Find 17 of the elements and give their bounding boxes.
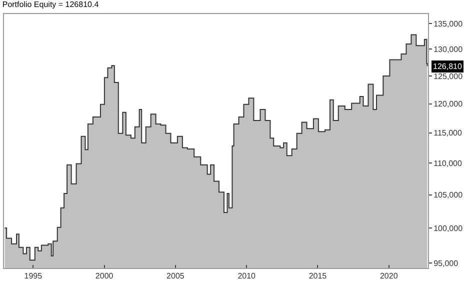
x-tick-label: 2020 [380,272,398,281]
x-tick-label: 2015 [308,272,328,281]
x-tick-label: 2010 [238,272,256,281]
y-tick-label: 120,000 [434,100,464,109]
x-tick-label: 2005 [166,272,185,281]
x-tick-label: 2000 [95,272,114,281]
y-tick-label: 130,000 [434,45,464,54]
y-tick-label: 95,000 [434,258,459,268]
y-tick-label: 115,000 [434,128,462,138]
y-tick-label: 125,000 [434,72,464,81]
y-tick-label: 135,000 [434,19,464,28]
y-tick-label: 100,000 [434,224,464,233]
x-tick-label: 1995 [24,272,43,281]
y-tick-label: 105,000 [434,190,464,200]
chart-title: Portfolio Equity = 126810.4 [2,0,100,10]
y-tick-label: 110,000 [434,158,462,168]
annotation: 126,810 [433,62,462,71]
